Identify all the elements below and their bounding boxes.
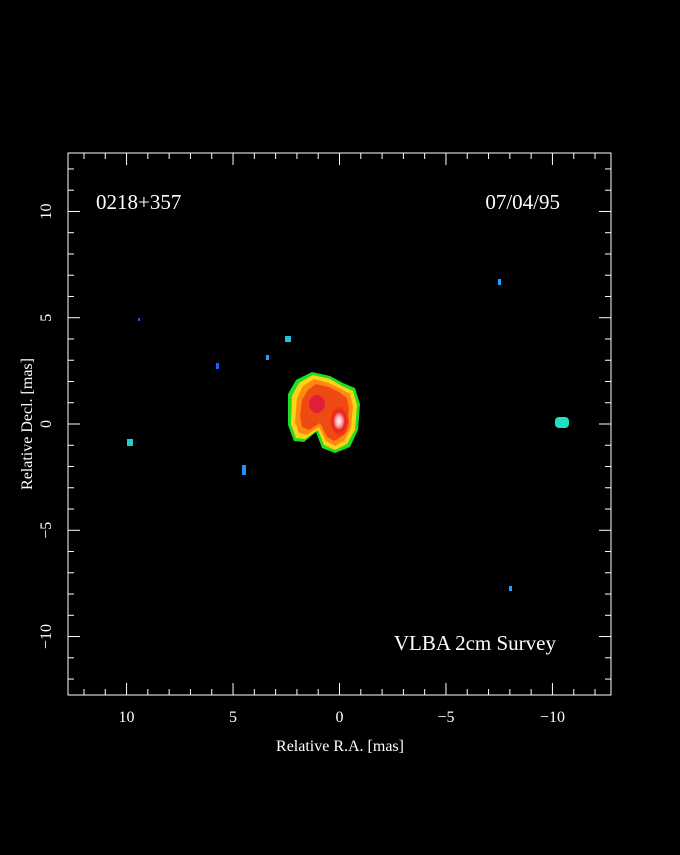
y-axis-label: Relative Decl. [mas]: [19, 358, 36, 490]
y-tick-label: −5: [38, 522, 55, 539]
x-tick-label: 0: [336, 709, 344, 726]
source-name: 0218+357: [96, 190, 181, 214]
y-tick-label: 0: [38, 420, 55, 428]
y-tick-label: 5: [38, 314, 55, 322]
x-tick-label: 10: [119, 709, 135, 726]
epoch-date: 07/04/95: [485, 190, 560, 214]
x-axis-label: Relative R.A. [mas]: [276, 738, 404, 755]
emission: [127, 279, 569, 591]
x-tick-label: 5: [229, 709, 237, 726]
y-tick-label: −10: [38, 624, 55, 649]
x-tick-label: −10: [540, 709, 565, 726]
x-tick-label: −5: [437, 709, 454, 726]
survey-label: VLBA 2cm Survey: [394, 631, 557, 655]
y-tick-label: 10: [38, 203, 55, 219]
